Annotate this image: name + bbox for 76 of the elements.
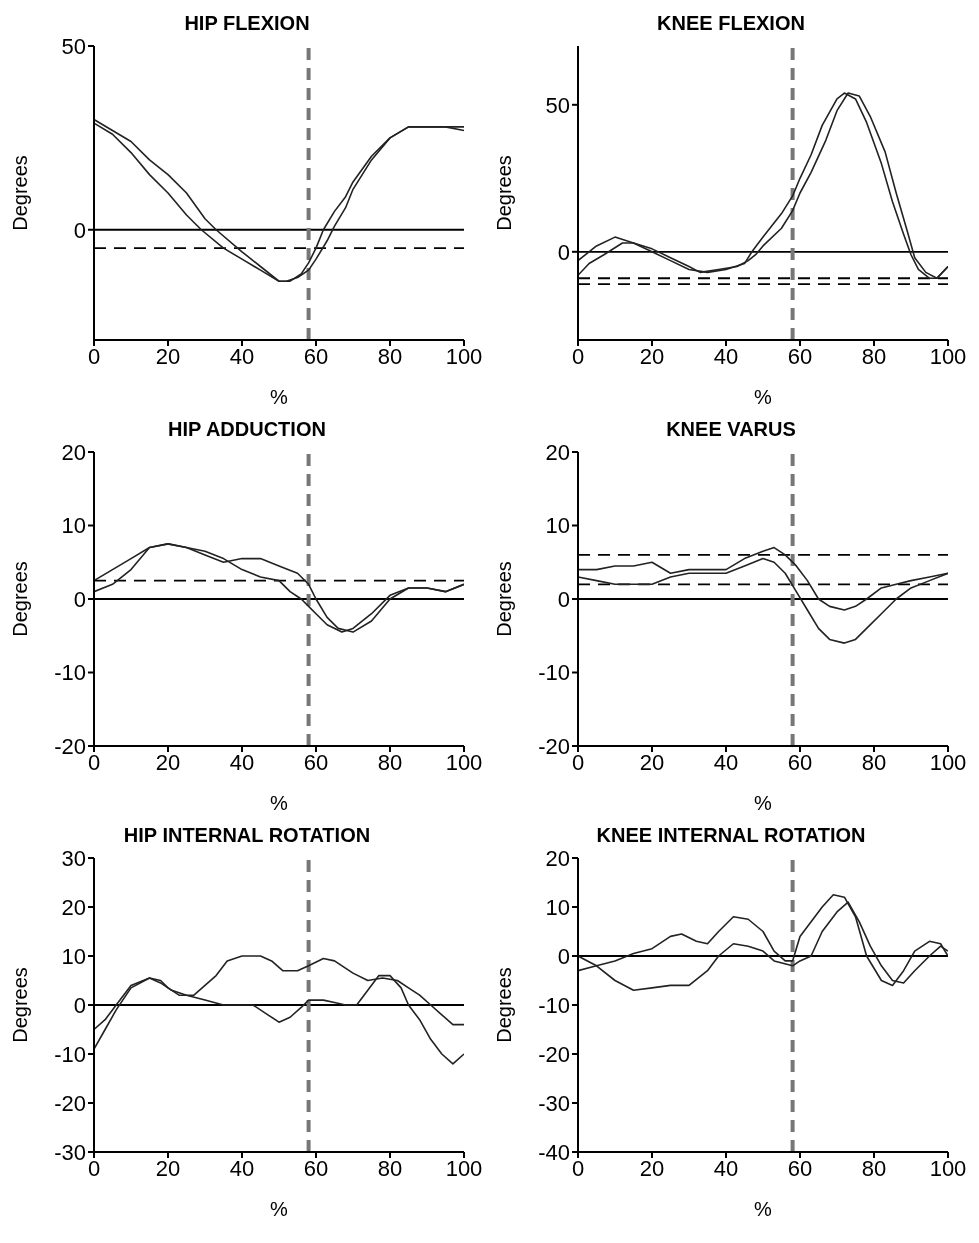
x-tick-label: 100 <box>929 343 967 369</box>
x-tick-label: 80 <box>861 1155 887 1181</box>
y-tick-label: -30 <box>54 1139 86 1165</box>
y-tick-label: 0 <box>557 239 570 265</box>
y-tick-label: 30 <box>61 845 86 871</box>
y-tick-label: -20 <box>538 1041 570 1067</box>
x-axis-title: % <box>754 386 773 408</box>
y-tick-label: -20 <box>538 733 570 759</box>
x-tick-label: 80 <box>377 749 403 775</box>
x-axis-title: % <box>754 792 773 814</box>
x-tick-label: 80 <box>861 749 887 775</box>
y-tick-label: 0 <box>557 943 570 969</box>
x-tick-label: 20 <box>155 1155 181 1181</box>
chart-title: KNEE FLEXION <box>656 11 806 36</box>
x-tick-label: 40 <box>713 749 739 775</box>
x-tick-label: 60 <box>303 749 329 775</box>
x-tick-label: 60 <box>787 749 813 775</box>
x-tick-label: 80 <box>377 343 403 369</box>
x-tick-label: 20 <box>639 1155 665 1181</box>
y-axis-title: Degrees <box>9 561 32 637</box>
x-tick-label: 40 <box>229 749 255 775</box>
x-tick-label: 20 <box>155 749 181 775</box>
chart-title: HIP FLEXION <box>184 12 310 34</box>
x-tick-label: 100 <box>445 749 483 775</box>
y-tick-label: 50 <box>545 92 570 118</box>
y-tick-label: 0 <box>73 217 86 243</box>
y-tick-label: -30 <box>538 1090 570 1116</box>
y-tick-label: -10 <box>538 992 570 1018</box>
x-tick-label: 100 <box>929 1155 967 1181</box>
y-axis-title: Degrees <box>9 967 32 1043</box>
chart-title: HIP ADDUCTION <box>168 418 326 440</box>
y-tick-label: 20 <box>545 845 570 871</box>
x-axis-title: % <box>270 386 289 408</box>
chart-title: KNEE INTERNAL ROTATION <box>596 824 866 846</box>
x-tick-label: 40 <box>229 1155 255 1181</box>
y-tick-label: 50 <box>61 33 86 59</box>
y-axis-title: Degrees <box>9 155 32 231</box>
x-tick-label: 40 <box>713 1155 739 1181</box>
y-tick-label: -10 <box>54 1041 86 1067</box>
x-tick-label: 100 <box>445 1155 483 1181</box>
x-tick-label: 60 <box>303 1155 329 1181</box>
y-axis-title: Degrees <box>493 561 516 637</box>
x-axis-title: % <box>270 1198 289 1220</box>
y-tick-label: 10 <box>61 513 86 539</box>
y-tick-label: 10 <box>545 513 570 539</box>
x-tick-label: 40 <box>713 343 739 369</box>
y-tick-label: -40 <box>538 1139 570 1165</box>
x-tick-label: 60 <box>303 343 329 369</box>
x-tick-label: 20 <box>639 749 665 775</box>
x-tick-label: 80 <box>861 343 887 369</box>
y-tick-label: 0 <box>73 992 86 1018</box>
x-tick-label: 60 <box>787 1155 813 1181</box>
x-tick-label: 100 <box>929 749 967 775</box>
y-tick-label: 10 <box>61 943 86 969</box>
x-tick-label: 40 <box>229 343 255 369</box>
chart-title: HIP INTERNAL ROTATION <box>123 824 371 846</box>
y-tick-label: -10 <box>538 660 570 686</box>
y-tick-label: -20 <box>54 1090 86 1116</box>
x-tick-label: 80 <box>377 1155 403 1181</box>
y-tick-label: 0 <box>557 586 570 612</box>
x-tick-label: 60 <box>787 343 813 369</box>
y-tick-label: 20 <box>545 439 570 465</box>
y-axis-title: Degrees <box>493 967 516 1043</box>
y-axis-title: Degrees <box>493 155 516 231</box>
x-tick-label: 100 <box>445 343 483 369</box>
y-tick-label: 0 <box>73 586 86 612</box>
x-tick-label: 20 <box>155 343 181 369</box>
chart-title: KNEE VARUS <box>666 418 796 440</box>
y-tick-label: 20 <box>61 894 86 920</box>
x-axis-title: % <box>754 1198 773 1220</box>
y-tick-label: 10 <box>545 894 570 920</box>
y-tick-label: -20 <box>54 733 86 759</box>
x-axis-title: % <box>270 792 289 814</box>
y-tick-label: -10 <box>54 660 86 686</box>
y-tick-label: 20 <box>61 439 86 465</box>
x-tick-label: 20 <box>639 343 665 369</box>
